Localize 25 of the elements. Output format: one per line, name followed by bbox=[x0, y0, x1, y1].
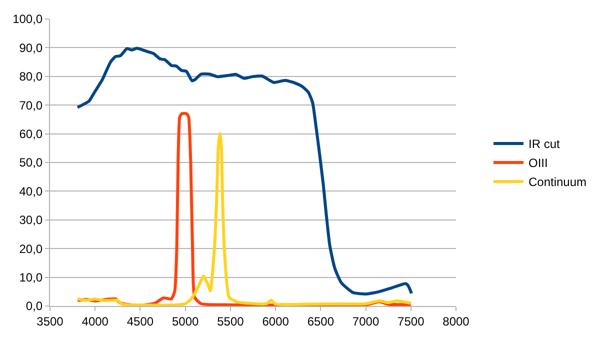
x-tick-label: 7000 bbox=[352, 314, 380, 328]
legend-label: OIII bbox=[528, 156, 548, 170]
legend-label: IR cut bbox=[528, 137, 560, 152]
x-tick-label: 6000 bbox=[262, 314, 290, 328]
x-tick-label: 4500 bbox=[126, 314, 154, 328]
x-tick-label: 8000 bbox=[442, 314, 470, 328]
y-tick-label: 10,0 bbox=[19, 270, 43, 284]
y-tick-label: 20,0 bbox=[19, 242, 43, 256]
x-tick-label: 7500 bbox=[398, 314, 425, 328]
y-tick-label: 70,0 bbox=[19, 98, 43, 112]
x-tick-label: 4000 bbox=[82, 314, 109, 328]
y-tick-label: 40,0 bbox=[19, 184, 43, 198]
x-tick-label: 6500 bbox=[307, 314, 334, 328]
y-tick-label: 60,0 bbox=[19, 127, 43, 141]
y-tick-label: 0,0 bbox=[26, 299, 43, 314]
y-tick-label: 90,0 bbox=[19, 40, 43, 55]
y-tick-label: 50,0 bbox=[19, 156, 43, 170]
line-series bbox=[76, 46, 414, 296]
x-tick-label: 3500 bbox=[36, 314, 64, 328]
y-tick-label: 80,0 bbox=[19, 70, 43, 84]
legend-label: Continuum bbox=[528, 175, 587, 190]
x-tick-label: 5000 bbox=[172, 314, 199, 328]
x-tick-label: 5500 bbox=[217, 314, 244, 328]
y-tick-label: 30,0 bbox=[19, 213, 43, 228]
y-tick-label: 100,0 bbox=[12, 12, 43, 26]
